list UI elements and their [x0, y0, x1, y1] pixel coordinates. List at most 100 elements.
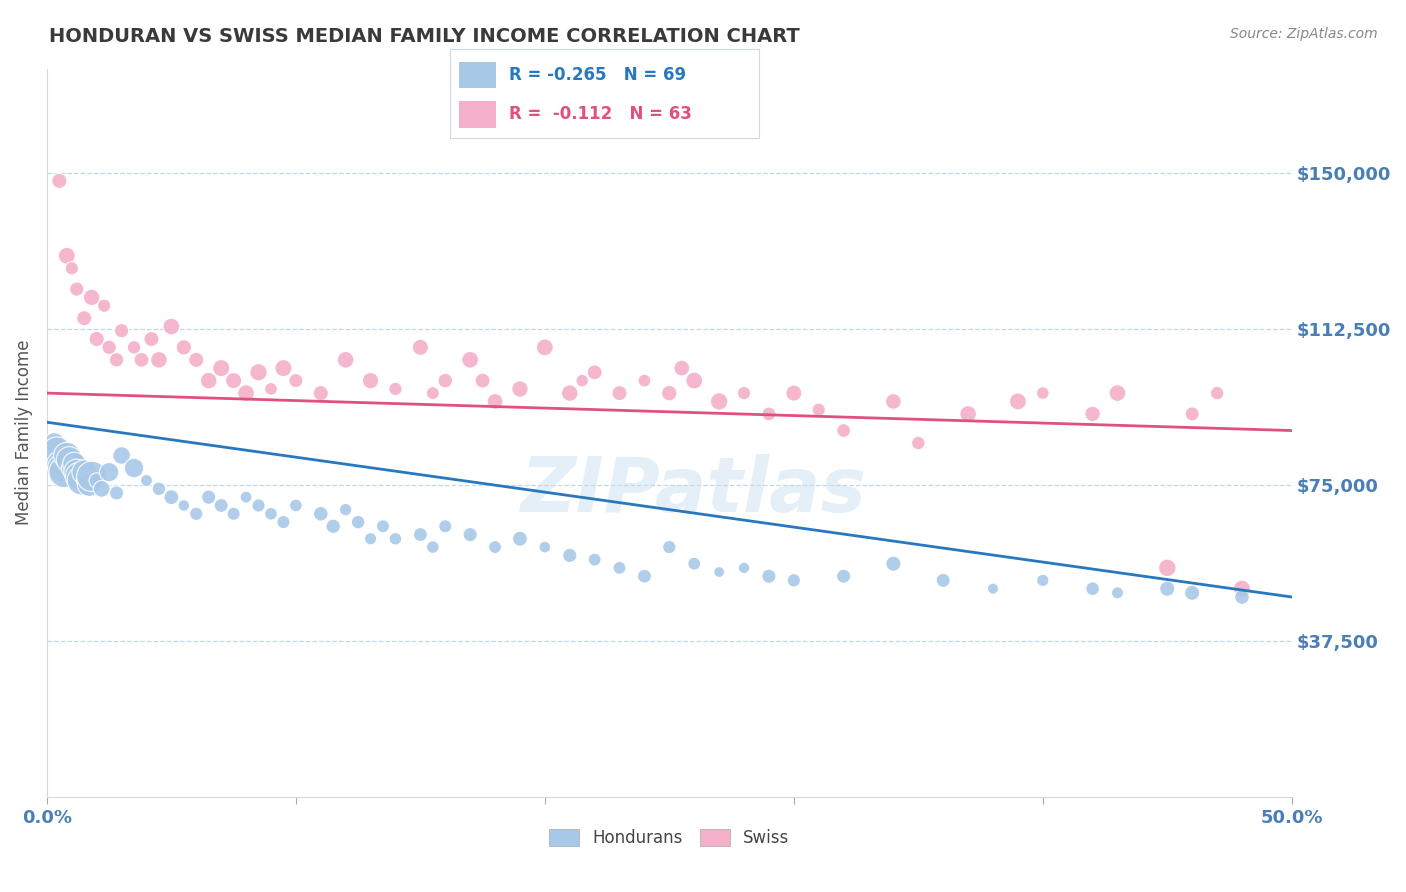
- Point: [409, 340, 432, 354]
- Point: [882, 557, 904, 571]
- Point: [73, 465, 96, 479]
- Point: [434, 519, 457, 533]
- Text: Source: ZipAtlas.com: Source: ZipAtlas.com: [1230, 27, 1378, 41]
- Point: [67, 469, 90, 483]
- Point: [122, 340, 145, 354]
- Point: [422, 386, 444, 401]
- Point: [93, 299, 115, 313]
- Point: [76, 474, 98, 488]
- Point: [48, 457, 70, 471]
- Point: [1181, 407, 1204, 421]
- Point: [484, 540, 506, 554]
- Text: R = -0.265   N = 69: R = -0.265 N = 69: [509, 66, 686, 84]
- Point: [141, 332, 163, 346]
- Point: [458, 352, 481, 367]
- Point: [56, 449, 79, 463]
- Text: R =  -0.112   N = 63: R = -0.112 N = 63: [509, 105, 692, 123]
- Point: [1156, 561, 1178, 575]
- Point: [53, 465, 76, 479]
- Point: [186, 352, 208, 367]
- Point: [58, 452, 80, 467]
- FancyBboxPatch shape: [460, 101, 496, 128]
- Point: [384, 382, 406, 396]
- Point: [707, 394, 730, 409]
- Point: [110, 449, 132, 463]
- Point: [658, 386, 681, 401]
- Point: [209, 361, 232, 376]
- Point: [1230, 590, 1253, 604]
- Point: [1007, 394, 1029, 409]
- Point: [758, 407, 780, 421]
- Point: [1081, 582, 1104, 596]
- Point: [409, 527, 432, 541]
- Point: [758, 569, 780, 583]
- Point: [273, 361, 295, 376]
- Point: [309, 386, 332, 401]
- Point: [63, 457, 86, 471]
- Point: [981, 582, 1004, 596]
- Point: [335, 502, 357, 516]
- Point: [1081, 407, 1104, 421]
- Point: [222, 374, 245, 388]
- Point: [60, 261, 83, 276]
- Point: [733, 561, 755, 575]
- Point: [609, 561, 631, 575]
- Point: [1107, 586, 1129, 600]
- Point: [957, 407, 980, 421]
- Point: [56, 249, 79, 263]
- FancyBboxPatch shape: [460, 62, 496, 88]
- Point: [683, 374, 706, 388]
- Point: [235, 386, 257, 401]
- Point: [360, 374, 382, 388]
- Point: [160, 319, 183, 334]
- Point: [260, 507, 283, 521]
- Point: [1206, 386, 1229, 401]
- Point: [273, 515, 295, 529]
- Point: [86, 474, 108, 488]
- Point: [1181, 586, 1204, 600]
- Point: [1230, 582, 1253, 596]
- Point: [45, 444, 67, 458]
- Point: [105, 486, 128, 500]
- Point: [1032, 386, 1054, 401]
- Point: [260, 382, 283, 396]
- Point: [197, 374, 219, 388]
- Point: [235, 490, 257, 504]
- Point: [832, 569, 855, 583]
- Point: [558, 549, 581, 563]
- Point: [683, 557, 706, 571]
- Point: [671, 361, 693, 376]
- Point: [51, 461, 73, 475]
- Point: [186, 507, 208, 521]
- Point: [534, 340, 557, 354]
- Point: [335, 352, 357, 367]
- Point: [783, 386, 806, 401]
- Point: [284, 374, 307, 388]
- Point: [422, 540, 444, 554]
- Point: [1032, 574, 1054, 588]
- Point: [832, 424, 855, 438]
- Point: [371, 519, 394, 533]
- Point: [583, 552, 606, 566]
- Point: [247, 365, 270, 379]
- Point: [384, 532, 406, 546]
- Point: [882, 394, 904, 409]
- Legend: Hondurans, Swiss: Hondurans, Swiss: [543, 822, 796, 854]
- Point: [509, 532, 531, 546]
- Text: HONDURAN VS SWISS MEDIAN FAMILY INCOME CORRELATION CHART: HONDURAN VS SWISS MEDIAN FAMILY INCOME C…: [49, 27, 800, 45]
- Point: [110, 324, 132, 338]
- Point: [309, 507, 332, 521]
- Point: [658, 540, 681, 554]
- Point: [148, 482, 170, 496]
- Point: [509, 382, 531, 396]
- Point: [434, 374, 457, 388]
- Point: [534, 540, 557, 554]
- Point: [347, 515, 370, 529]
- Point: [1107, 386, 1129, 401]
- Point: [90, 482, 112, 496]
- Point: [80, 469, 103, 483]
- Point: [70, 474, 93, 488]
- Point: [73, 311, 96, 326]
- Point: [66, 282, 89, 296]
- Text: ZIPatlas: ZIPatlas: [522, 454, 868, 528]
